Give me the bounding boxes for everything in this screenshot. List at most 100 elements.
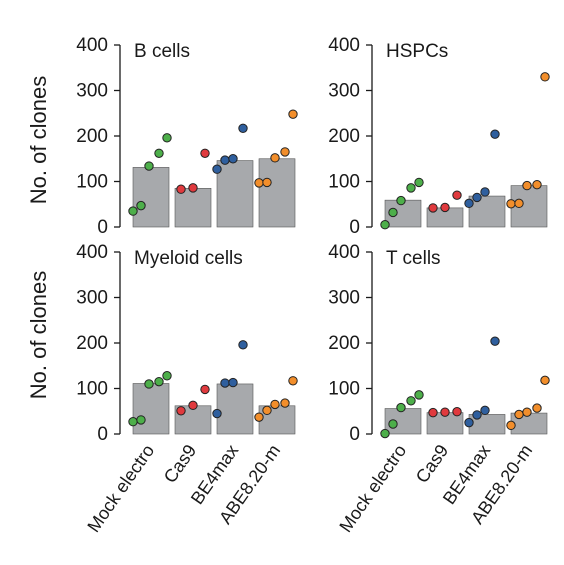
data-point (414, 177, 424, 188)
y-tick-label: 200 (76, 333, 108, 354)
data-point (380, 220, 390, 230)
data-point (396, 195, 406, 206)
data-point (406, 396, 416, 406)
y-tick-label: 200 (76, 126, 108, 147)
data-point (212, 408, 222, 419)
bar (132, 383, 170, 435)
data-point (514, 198, 524, 209)
panel-1: 0 100 200 300 400 HSPCs (328, 35, 550, 238)
data-point (280, 147, 290, 157)
data-point (388, 207, 398, 218)
data-point (128, 417, 138, 427)
data-point (428, 407, 438, 418)
x-category-label: Mock electro (83, 441, 158, 536)
y-tick-label: 400 (328, 242, 360, 263)
y-tick-label: 400 (328, 35, 360, 56)
y-tick-label: 0 (349, 217, 360, 238)
y-tick-label: 300 (328, 288, 360, 309)
y-tick-label: 100 (76, 379, 108, 400)
data-point (472, 410, 482, 420)
bar (132, 167, 170, 228)
data-point (262, 177, 272, 188)
y-tick-label: 100 (328, 172, 360, 193)
data-point (490, 129, 500, 139)
panel-title: HSPCs (386, 41, 448, 62)
data-point (452, 190, 462, 200)
data-point (414, 390, 424, 400)
x-category-label: Cas9 (160, 441, 200, 487)
bar (216, 383, 254, 435)
data-point (238, 340, 248, 350)
y-tick-label: 200 (328, 126, 360, 147)
data-point (440, 407, 450, 417)
data-point (288, 376, 298, 386)
data-point (212, 164, 222, 174)
data-point (532, 179, 542, 190)
panel-title: Myeloid cells (134, 248, 243, 269)
data-point (136, 415, 146, 425)
panel-3: 0 100 200 300 400 T cells (328, 242, 550, 445)
y-tick-label: 100 (328, 379, 360, 400)
data-point (262, 405, 272, 416)
bar (216, 160, 254, 228)
data-point (480, 405, 490, 416)
data-point (176, 184, 186, 194)
panel-title: T cells (386, 248, 441, 269)
y-tick-label: 200 (328, 333, 360, 354)
data-point (128, 206, 138, 216)
data-point (188, 183, 198, 193)
data-point (464, 417, 474, 428)
data-point (288, 109, 298, 119)
panel-2: 0 100 200 300 400 Myeloid cells (76, 242, 298, 445)
data-point (188, 400, 198, 411)
panels: 0 100 200 300 400 B cells 0 100 200 300 400 HSPCs 0 1… (76, 35, 550, 445)
y-tick-label: 0 (349, 424, 360, 445)
panel-0: 0 100 200 300 400 B cells (76, 35, 298, 238)
y-tick-label: 300 (76, 288, 108, 309)
data-point (228, 154, 238, 164)
y-tick-label: 0 (97, 217, 108, 238)
data-point (238, 123, 248, 133)
data-point (464, 198, 474, 209)
data-point (428, 203, 438, 213)
data-point (270, 153, 280, 163)
data-point (254, 412, 264, 422)
data-point (154, 148, 164, 158)
data-point (380, 428, 390, 439)
y-tick-label: 0 (97, 424, 108, 445)
data-point (514, 409, 524, 420)
data-point (162, 371, 172, 381)
data-point (144, 379, 154, 389)
data-point (440, 202, 450, 213)
data-point (472, 192, 482, 203)
data-point (270, 399, 280, 410)
bar (258, 158, 296, 228)
data-point (162, 133, 172, 143)
data-point (506, 199, 516, 209)
data-point (228, 377, 238, 388)
y-tick-label: 300 (76, 81, 108, 102)
data-point (254, 178, 264, 188)
y-tick-label: 300 (328, 81, 360, 102)
data-point (406, 183, 416, 193)
data-point (540, 375, 550, 386)
data-point (522, 180, 532, 191)
data-point (396, 402, 406, 413)
data-point (490, 336, 500, 346)
y-axis-label-top: No. of clones (26, 76, 51, 204)
data-point (200, 148, 210, 158)
y-tick-label: 400 (76, 242, 108, 263)
y-axis-label-bottom: No. of clones (26, 271, 51, 399)
data-point (220, 378, 230, 388)
data-point (154, 376, 164, 387)
bar (174, 188, 212, 228)
data-point (136, 200, 146, 211)
y-tick-label: 400 (76, 35, 108, 56)
panel-title: B cells (134, 41, 190, 62)
data-point (506, 420, 516, 431)
data-point (144, 161, 154, 171)
y-tick-label: 100 (76, 172, 108, 193)
data-point (480, 187, 490, 197)
